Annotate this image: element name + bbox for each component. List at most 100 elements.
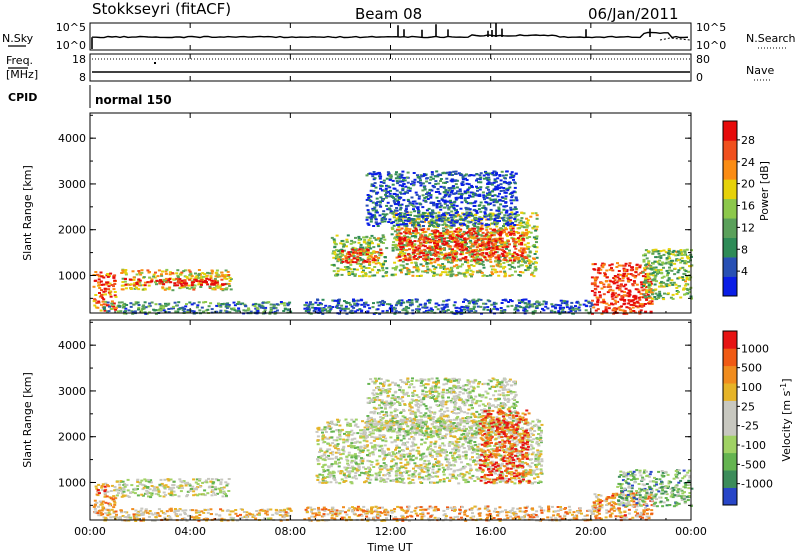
scatter-cell — [488, 194, 492, 196]
cpid-value: normal 150 — [95, 93, 172, 107]
scatter-cell — [183, 275, 187, 278]
scatter-cell — [679, 261, 683, 264]
scatter-cell — [123, 280, 127, 283]
scatter-cell — [436, 258, 440, 261]
scatter-cell — [450, 224, 454, 227]
scatter-cell — [210, 308, 214, 311]
scatter-cell — [523, 306, 527, 309]
scatter-cell — [634, 271, 638, 274]
scatter-cell — [461, 257, 465, 260]
scatter-cell — [627, 299, 631, 302]
scatter-cell — [596, 285, 600, 288]
scatter-cell — [375, 251, 378, 254]
scatter-cell — [99, 512, 103, 514]
scatter-cell — [389, 189, 392, 192]
scatter-cell — [632, 301, 636, 304]
scatter-cell — [561, 308, 565, 311]
scatter-cell — [531, 212, 535, 215]
scatter-cell — [473, 194, 477, 197]
scatter-cell — [524, 302, 528, 305]
scatter-cell — [232, 301, 236, 304]
scatter-cell — [263, 309, 267, 312]
scatter-cell — [443, 306, 447, 309]
scatter-cell — [182, 480, 186, 483]
scatter-cell — [357, 235, 361, 238]
scatter-cell — [404, 308, 408, 311]
scatter-cell — [520, 217, 524, 220]
scatter-cell — [525, 264, 529, 267]
scatter-cell — [461, 239, 465, 242]
scatter-cell — [509, 173, 513, 176]
scatter-cell — [495, 245, 499, 248]
scatter-cell — [596, 301, 600, 304]
scatter-cell — [662, 281, 666, 284]
scatter-cell — [372, 246, 376, 249]
scatter-cell — [498, 216, 502, 219]
scatter-cell — [508, 264, 512, 267]
scatter-cell — [99, 309, 103, 312]
scatter-cell — [483, 256, 487, 259]
scatter-cell — [183, 284, 187, 287]
scatter-cell — [164, 281, 168, 284]
scatter-cell — [388, 218, 392, 221]
scatter-cell — [423, 199, 427, 202]
scatter-cell — [140, 309, 143, 312]
scatter-cell — [114, 510, 118, 513]
scatter-cell — [395, 302, 399, 305]
scatter-cell — [104, 482, 108, 485]
scatter-cell — [221, 509, 225, 512]
scatter-cell — [531, 305, 535, 308]
scatter-cell — [179, 490, 183, 493]
scatter-cell — [451, 216, 455, 219]
scatter-cell — [596, 303, 599, 306]
scatter-cell — [220, 303, 224, 305]
scatter-cell — [200, 275, 204, 278]
scatter-cell — [649, 290, 653, 293]
scatter-cell — [371, 175, 375, 178]
scatter-cell — [332, 256, 336, 259]
scatter-cell — [668, 250, 672, 253]
scatter-cell — [486, 308, 490, 311]
scatter-cell — [525, 245, 529, 248]
scatter-cell — [393, 261, 397, 264]
scatter-cell — [470, 264, 474, 267]
scatter-cell — [411, 309, 415, 312]
scatter-cell — [225, 287, 229, 290]
scatter-cell — [675, 259, 678, 262]
scatter-cell — [442, 186, 446, 189]
scatter-cell — [204, 275, 208, 278]
scatter-cell — [500, 241, 503, 244]
scatter-cell — [354, 304, 358, 307]
scatter-cell — [371, 306, 375, 309]
scatter-cell — [210, 283, 214, 286]
scatter-cell — [422, 257, 426, 260]
scatter-cell — [434, 235, 438, 238]
scatter-cell — [591, 312, 594, 315]
scatter-cell — [342, 268, 346, 271]
scatter-cell — [194, 278, 198, 281]
scatter-cell — [506, 221, 510, 224]
scatter-cell — [506, 217, 510, 220]
scatter-cell — [120, 495, 124, 498]
scatter-cell — [123, 485, 127, 488]
scatter-cell — [498, 187, 502, 190]
scatter-cell — [406, 301, 410, 304]
scatter-cell — [148, 271, 151, 273]
scatter-cell — [408, 248, 411, 251]
scatter-cell — [466, 259, 470, 262]
scatter-cell — [476, 258, 480, 261]
scatter-cell — [611, 289, 615, 292]
scatter-cell — [402, 257, 406, 260]
scatter-cell — [508, 227, 512, 230]
scatter-cell — [490, 253, 493, 256]
scatter-cell — [408, 230, 411, 233]
scatter-cell — [683, 249, 687, 252]
scatter-cell — [106, 281, 110, 284]
scatter-cell — [471, 223, 475, 226]
scatter-cell — [170, 490, 174, 493]
scatter-cell — [172, 480, 176, 483]
scatter-cell — [506, 239, 510, 242]
scatter-cell — [435, 170, 439, 173]
scatter-cell — [93, 298, 97, 301]
scatter-cell — [412, 208, 415, 211]
